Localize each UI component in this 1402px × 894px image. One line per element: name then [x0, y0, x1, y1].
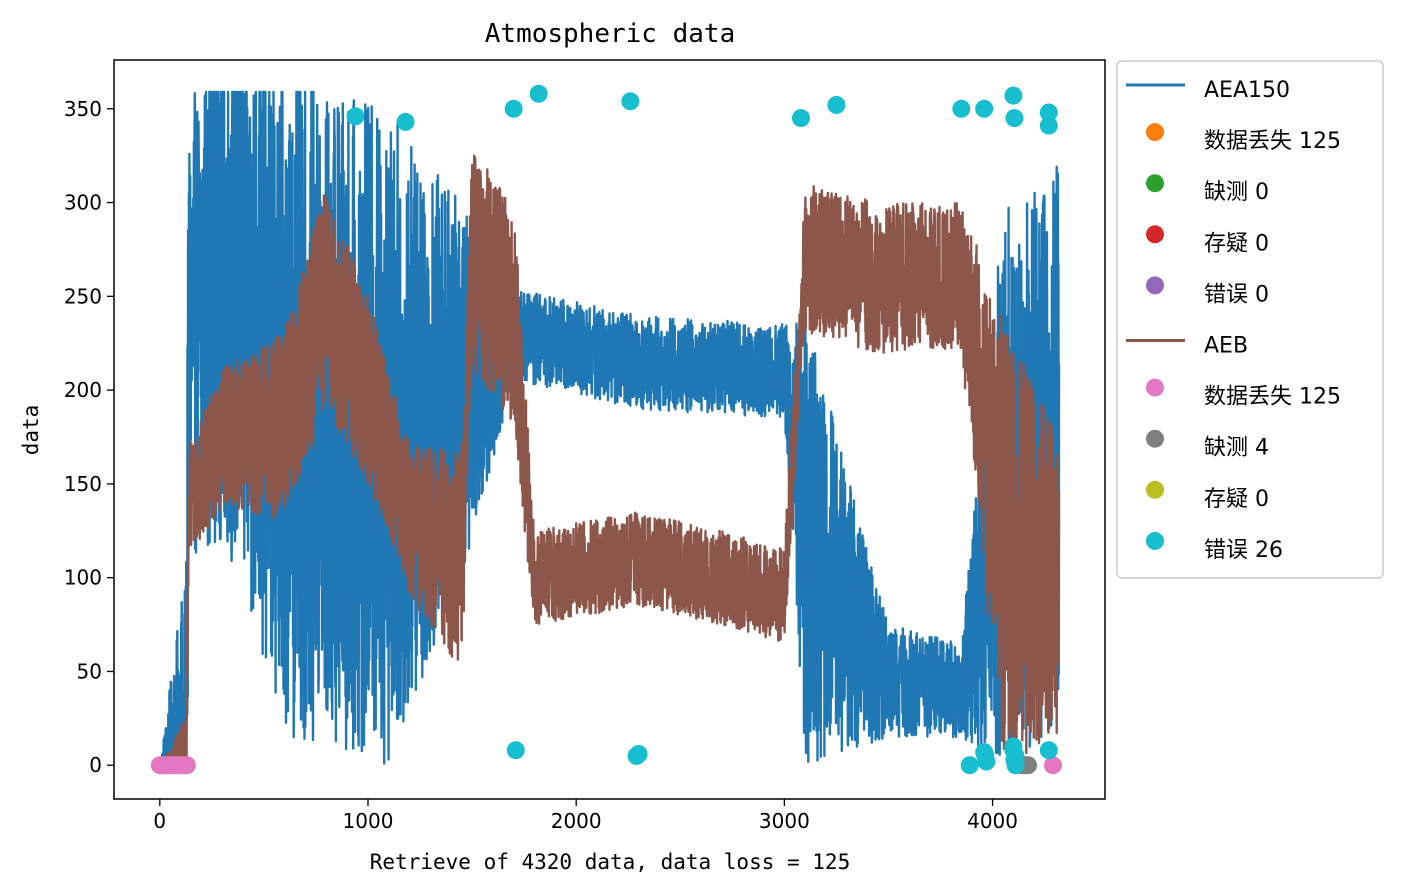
legend-dot-swatch	[1146, 174, 1164, 193]
plot-markers	[150, 84, 1062, 775]
legend-label: 存疑 0	[1204, 487, 1269, 512]
legend-dot-swatch	[1146, 276, 1164, 295]
x-tick-label: 2000	[551, 809, 602, 833]
legend-label: 缺测 4	[1204, 436, 1269, 461]
legend-dot-swatch	[1146, 480, 1164, 499]
y-tick-label: 50	[77, 659, 102, 683]
legend-dot-swatch	[1146, 123, 1164, 142]
x-axis-label: Retrieve of 4320 data, data loss = 125	[370, 850, 850, 874]
marker-point	[952, 99, 971, 118]
x-tick-label: 1000	[343, 809, 394, 833]
marker-point	[529, 84, 548, 103]
legend: AEA150 数据丢失 125 缺测 0 存疑 0 错误 0 AEB 数据丢失 125 缺测 …	[1116, 60, 1384, 579]
legend-label: AEA150	[1204, 78, 1290, 103]
legend-label: 错误 26	[1204, 538, 1283, 563]
x-tick-label: 0	[153, 809, 166, 833]
y-tick-label: 350	[64, 97, 102, 121]
legend-label: 存疑 0	[1204, 231, 1269, 256]
y-tick-label: 300	[64, 191, 102, 215]
y-tick-label: 0	[89, 753, 102, 777]
marker-point	[827, 96, 846, 114]
legend-box	[1116, 60, 1384, 579]
legend-label: 数据丢失 125	[1204, 129, 1341, 154]
marker-point	[396, 112, 415, 131]
marker-point	[506, 741, 525, 760]
legend-dot-swatch	[1146, 429, 1164, 448]
y-tick-label: 150	[64, 472, 102, 496]
y-tick-label: 100	[64, 566, 102, 590]
marker-point	[1039, 116, 1058, 135]
plot-area-frame	[113, 59, 1106, 800]
marker-point	[1004, 737, 1023, 756]
marker-point	[1039, 103, 1058, 122]
legend-label: 数据丢失 125	[1204, 385, 1341, 410]
legend-items: AEA150 数据丢失 125 缺测 0 存疑 0 错误 0 AEB 数据丢失 125 缺测 …	[1126, 78, 1341, 563]
x-tick-label: 4000	[967, 809, 1018, 833]
marker-point	[1039, 741, 1058, 760]
x-tick-label: 3000	[759, 809, 810, 833]
y-axis-label: data	[19, 405, 43, 456]
y-tick-label: 200	[64, 378, 102, 402]
marker-point	[1004, 86, 1023, 105]
plot-series	[158, 90, 1061, 767]
legend-dot-swatch	[1146, 531, 1164, 550]
marker-point	[621, 92, 640, 111]
chart-title: Atmospheric data	[485, 19, 735, 49]
marker-point	[1005, 109, 1024, 128]
y-tick-label: 250	[64, 284, 102, 308]
marker-point	[504, 99, 523, 118]
marker-point	[1019, 756, 1037, 775]
legend-dot-swatch	[1146, 225, 1164, 244]
legend-dot-swatch	[1146, 378, 1164, 397]
marker-point	[976, 746, 995, 765]
marker-point	[177, 756, 196, 775]
axis-ticks: 0 1000 2000 3000 4000 0 50 100 150 200 250 300 350	[64, 97, 1018, 833]
marker-point	[1044, 756, 1062, 775]
legend-label: 错误 0	[1204, 282, 1269, 307]
series-line-aeb	[158, 154, 1061, 767]
marker-point	[629, 745, 648, 763]
marker-point	[975, 99, 994, 118]
marker-point	[346, 107, 365, 126]
legend-label: 缺测 0	[1204, 180, 1269, 205]
marker-point	[792, 109, 810, 128]
marker-point	[960, 756, 979, 775]
legend-label: AEB	[1204, 334, 1248, 359]
